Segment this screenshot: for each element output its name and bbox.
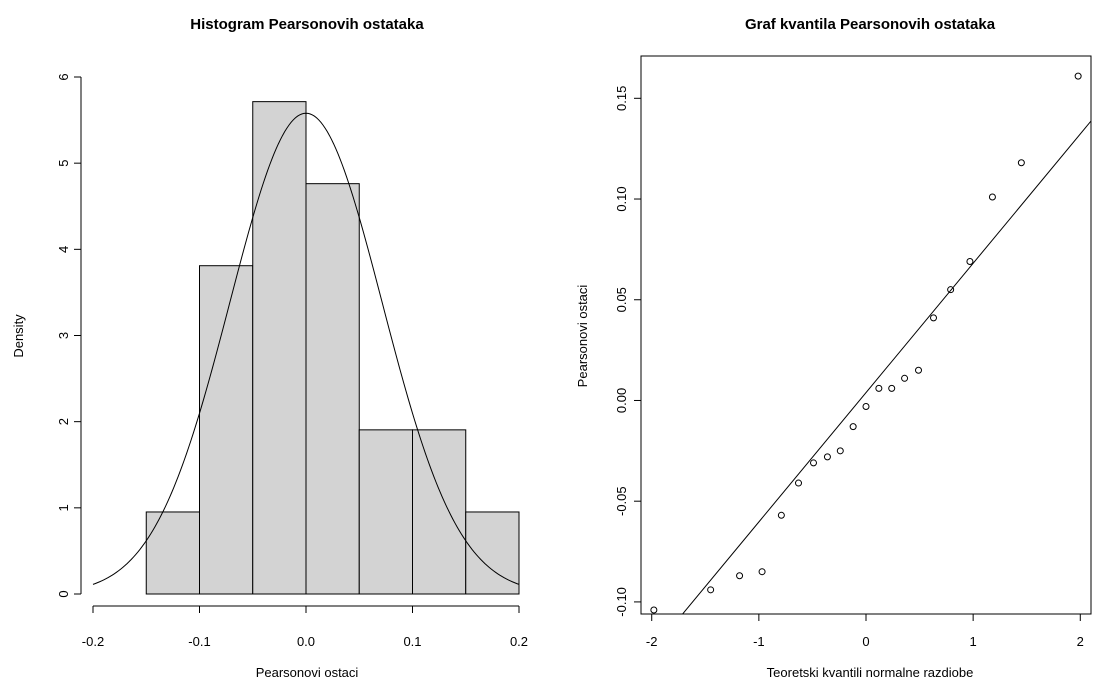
qq-x-tick-label: 0 bbox=[862, 634, 869, 649]
qq-plot-title: Graf kvantila Pearsonovih ostataka bbox=[745, 16, 996, 33]
histogram-bar bbox=[305, 183, 360, 595]
qq-point bbox=[875, 384, 883, 392]
qq-y-tick-label: 0.10 bbox=[614, 186, 629, 211]
histogram-x-tick-label: 0.0 bbox=[297, 634, 315, 649]
histogram-y-axis: 0 1 2 3 4 5 6 bbox=[56, 73, 82, 598]
histogram-y-tick-label: 4 bbox=[56, 246, 71, 253]
qq-point bbox=[901, 374, 909, 382]
qq-x-tick-label: -2 bbox=[646, 634, 658, 649]
qq-plot-panel: Graf kvantila Pearsonovih ostataka Teore… bbox=[575, 16, 1092, 680]
qq-plot-x-axis-title: Teoretski kvantili normalne razdiobe bbox=[767, 665, 974, 680]
qq-point bbox=[930, 314, 937, 322]
qq-plot-frame bbox=[640, 55, 1092, 615]
qq-point bbox=[758, 568, 766, 576]
histogram-y-axis-title: Density bbox=[11, 314, 26, 358]
qq-point bbox=[947, 286, 955, 294]
qq-point bbox=[1074, 72, 1082, 80]
qq-y-tick-label: -0.05 bbox=[614, 486, 629, 516]
qq-point bbox=[915, 366, 922, 374]
histogram-x-axis-title: Pearsonovi ostaci bbox=[256, 665, 359, 680]
qq-point bbox=[810, 459, 817, 467]
qq-plot-y-axis-title: Pearsonovi ostaci bbox=[575, 285, 590, 388]
qq-point bbox=[777, 511, 785, 519]
qq-point bbox=[650, 606, 658, 614]
histogram-bar bbox=[412, 429, 467, 595]
qq-y-tick-label: -0.10 bbox=[614, 587, 629, 617]
histogram-density-curve-group bbox=[92, 112, 520, 585]
qq-x-tick-label: -1 bbox=[753, 634, 765, 649]
histogram-bar bbox=[199, 265, 254, 595]
qq-point bbox=[836, 447, 844, 455]
qq-plot-x-axis: -2 -1 0 1 2 bbox=[646, 614, 1084, 649]
histogram-x-tick-label: -0.1 bbox=[188, 634, 210, 649]
qq-point bbox=[795, 479, 802, 487]
histogram-y-tick-label: 1 bbox=[56, 504, 71, 511]
qq-point bbox=[862, 403, 870, 411]
histogram-y-tick-label: 5 bbox=[56, 160, 71, 167]
qq-point bbox=[966, 257, 974, 265]
qq-x-tick-label: 2 bbox=[1077, 634, 1084, 649]
qq-plot-y-axis: -0.10 -0.05 0.00 0.05 0.10 0.15 bbox=[614, 86, 641, 617]
qq-y-tick-label: 0.15 bbox=[614, 86, 629, 111]
qq-point bbox=[888, 384, 896, 392]
qq-y-tick-label: 0.05 bbox=[614, 287, 629, 312]
qq-y-tick-label: 0.00 bbox=[614, 388, 629, 413]
qq-plot-area bbox=[650, 72, 1091, 614]
histogram-y-tick-label: 0 bbox=[56, 590, 71, 597]
histogram-y-tick-label: 3 bbox=[56, 332, 71, 339]
histogram-y-tick-label: 6 bbox=[56, 73, 71, 80]
qq-point bbox=[736, 572, 744, 580]
normal-density-curve bbox=[92, 112, 520, 585]
qq-point bbox=[988, 193, 996, 201]
histogram-y-tick-label: 2 bbox=[56, 418, 71, 425]
histogram-bar bbox=[252, 101, 307, 595]
histogram-x-tick-label: 0.2 bbox=[510, 634, 528, 649]
qq-point bbox=[707, 586, 715, 594]
qq-point bbox=[823, 453, 831, 461]
histogram-x-tick-label: -0.2 bbox=[82, 634, 104, 649]
qq-point bbox=[849, 423, 857, 431]
histogram-title: Histogram Pearsonovih ostataka bbox=[190, 16, 424, 33]
qq-reference-line bbox=[681, 120, 1091, 614]
histogram-panel: Histogram Pearsonovih ostataka Pearsonov… bbox=[11, 16, 528, 680]
histogram-x-axis: -0.2 -0.1 0.0 0.1 0.2 bbox=[82, 605, 528, 649]
qq-point bbox=[1017, 159, 1025, 167]
histogram-bar bbox=[358, 429, 413, 595]
qq-x-tick-label: 1 bbox=[970, 634, 977, 649]
histogram-x-tick-label: 0.1 bbox=[403, 634, 421, 649]
histogram-bar bbox=[145, 511, 200, 595]
histogram-bars bbox=[145, 101, 520, 595]
